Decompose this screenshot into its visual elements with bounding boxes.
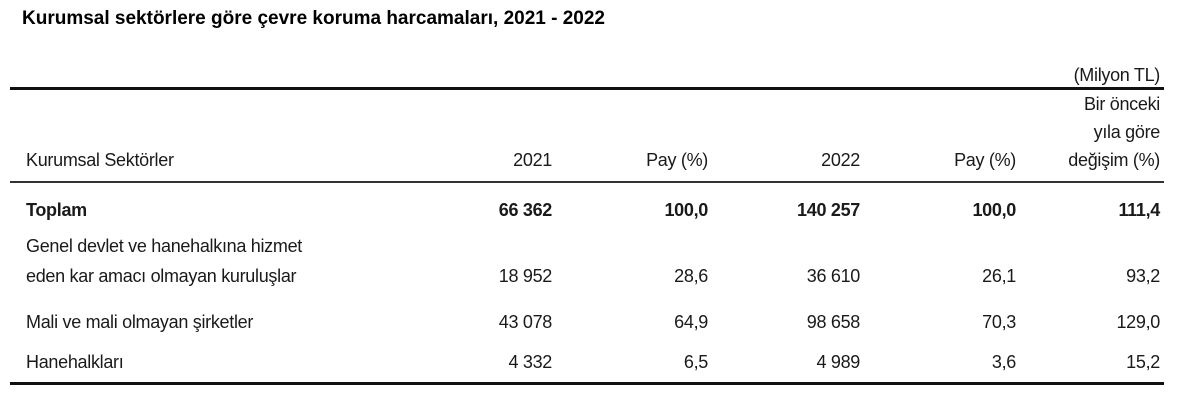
cell-pay-2021: 100,0 (664, 200, 708, 220)
row-label-line1: Genel devlet ve hanehalkına hizmet (26, 236, 302, 256)
cell-2022: 98 658 (806, 312, 861, 332)
header-pay-2021: Pay (%) (646, 150, 708, 170)
cell-pay-2022: 26,1 (982, 266, 1016, 286)
cell-2022: 140 257 (797, 200, 860, 220)
top-rule (10, 87, 1164, 90)
cell-pay-2021: 6,5 (683, 352, 708, 372)
cell-pay-2021: 28,6 (674, 266, 708, 286)
cell-2021: 18 952 (498, 266, 553, 286)
cell-change: 111,4 (1118, 200, 1160, 220)
row-label: Toplam (26, 200, 87, 220)
cell-pay-2021: 64,9 (674, 312, 708, 332)
cell-pay-2022: 100,0 (972, 200, 1016, 220)
unit-label: (Milyon TL) (1073, 65, 1161, 85)
header-rule (10, 181, 1164, 183)
table-title: Kurumsal sektörlere göre çevre koruma ha… (22, 8, 605, 29)
cell-pay-2022: 3,6 (991, 352, 1016, 372)
cell-change: 93,2 (1126, 266, 1160, 286)
cell-2022: 4 989 (816, 352, 860, 372)
header-sector: Kurumsal Sektörler (26, 150, 174, 170)
cell-2021: 66 362 (498, 200, 553, 220)
cell-change: 15,2 (1126, 352, 1160, 372)
row-label: Hanehalkları (26, 352, 124, 372)
header-change-1: Bir önceki (1083, 94, 1160, 114)
row-label: Mali ve mali olmayan şirketler (26, 312, 254, 332)
cell-2022: 36 610 (806, 266, 861, 286)
cell-2021: 43 078 (498, 312, 553, 332)
header-pay-2022: Pay (%) (954, 150, 1016, 170)
header-2022: 2022 (821, 150, 860, 170)
cell-pay-2022: 70,3 (982, 312, 1016, 332)
header-change-3: değişim (%) (1068, 150, 1160, 170)
row-label: eden kar amacı olmayan kuruluşlar (26, 266, 297, 286)
cell-change: 129,0 (1116, 312, 1160, 332)
header-2021: 2021 (513, 150, 552, 170)
cell-2021: 4 332 (508, 352, 552, 372)
header-change-2: yıla göre (1093, 122, 1161, 142)
bottom-rule (10, 382, 1164, 385)
